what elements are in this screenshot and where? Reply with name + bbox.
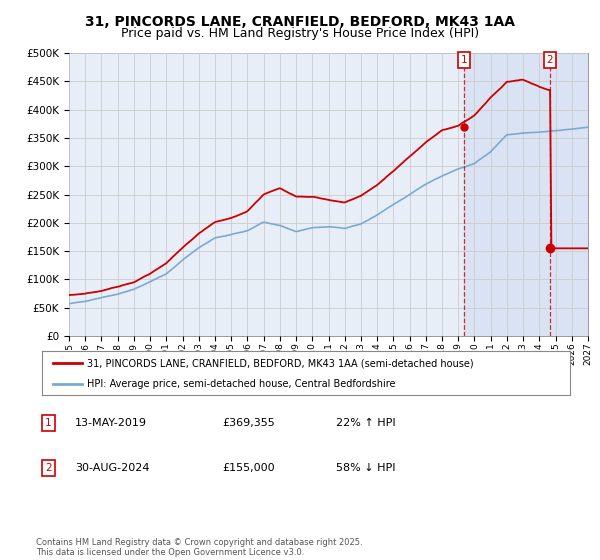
Text: Price paid vs. HM Land Registry's House Price Index (HPI): Price paid vs. HM Land Registry's House … [121, 27, 479, 40]
Text: 2: 2 [547, 55, 553, 65]
Text: £155,000: £155,000 [222, 463, 275, 473]
Text: 31, PINCORDS LANE, CRANFIELD, BEDFORD, MK43 1AA (semi-detached house): 31, PINCORDS LANE, CRANFIELD, BEDFORD, M… [87, 358, 473, 368]
Text: £369,355: £369,355 [222, 418, 275, 428]
Text: HPI: Average price, semi-detached house, Central Bedfordshire: HPI: Average price, semi-detached house,… [87, 379, 395, 389]
Text: 22% ↑ HPI: 22% ↑ HPI [336, 418, 395, 428]
Text: 13-MAY-2019: 13-MAY-2019 [75, 418, 147, 428]
Text: Contains HM Land Registry data © Crown copyright and database right 2025.
This d: Contains HM Land Registry data © Crown c… [36, 538, 362, 557]
Bar [464, 53, 588, 336]
Text: 1: 1 [45, 418, 52, 428]
Text: 58% ↓ HPI: 58% ↓ HPI [336, 463, 395, 473]
Text: 30-AUG-2024: 30-AUG-2024 [75, 463, 149, 473]
Text: 1: 1 [461, 55, 467, 65]
Text: 31, PINCORDS LANE, CRANFIELD, BEDFORD, MK43 1AA: 31, PINCORDS LANE, CRANFIELD, BEDFORD, M… [85, 15, 515, 29]
Text: 2: 2 [45, 463, 52, 473]
